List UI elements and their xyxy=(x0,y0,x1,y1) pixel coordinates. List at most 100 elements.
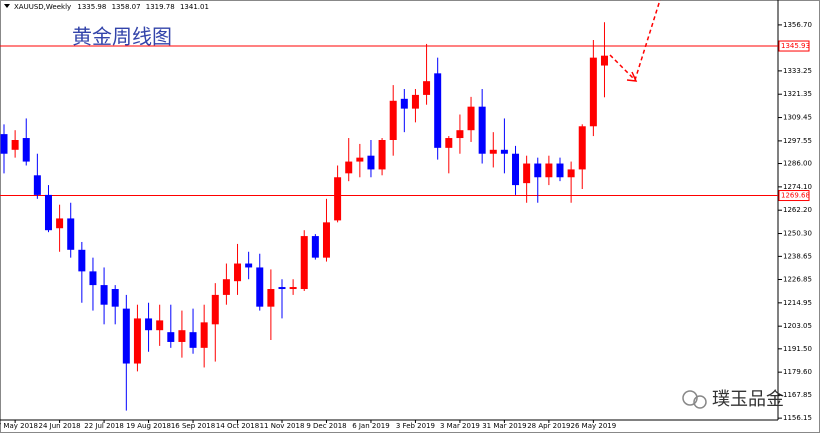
y-tick-label: 1250.30 xyxy=(783,230,812,238)
candle-body xyxy=(33,175,41,195)
candle-body xyxy=(489,149,497,154)
y-tick-label: 1167.85 xyxy=(783,391,812,399)
candle-body xyxy=(156,320,164,331)
candle-body xyxy=(111,289,119,307)
candle-body xyxy=(445,138,453,148)
level-label: 1345.93 xyxy=(781,42,810,50)
candle-body xyxy=(0,134,8,154)
x-tick-label: 31 Mar 2019 xyxy=(482,422,526,430)
candle-body xyxy=(589,57,597,127)
x-tick-label: 26 May 2019 xyxy=(571,422,617,430)
x-tick-label: 9 Dec 2018 xyxy=(306,422,346,430)
y-tick-label: 1179.60 xyxy=(783,368,812,376)
candle-body xyxy=(389,100,397,140)
candle-body xyxy=(100,285,108,305)
ohlc-close: 1341.01 xyxy=(180,3,209,11)
candle-body xyxy=(467,106,475,131)
y-tick-label: 1238.65 xyxy=(783,252,812,260)
candle-body xyxy=(267,289,275,307)
x-tick-label: 14 Oct 2018 xyxy=(216,422,259,430)
x-tick-label: 19 Aug 2018 xyxy=(126,422,171,430)
candle-body xyxy=(423,81,431,95)
candle-body xyxy=(556,163,564,178)
y-tick-label: 1191.50 xyxy=(783,345,812,353)
candle-body xyxy=(500,149,508,154)
y-tick-label: 1203.05 xyxy=(783,322,812,330)
candle-body xyxy=(245,263,253,268)
candle-body xyxy=(545,163,553,178)
x-tick-label: 6 Jan 2019 xyxy=(352,422,390,430)
x-tick-label: 3 Feb 2019 xyxy=(396,422,435,430)
candle-body xyxy=(289,287,297,290)
candle-body xyxy=(167,332,175,342)
candle-body xyxy=(478,106,486,154)
candle-body xyxy=(67,218,75,250)
ohlc-high: 1358.07 xyxy=(112,3,141,11)
candle-body xyxy=(367,155,375,170)
x-tick-label: 28 Apr 2019 xyxy=(527,422,570,430)
candle-body xyxy=(200,322,208,348)
y-tick-label: 1333.25 xyxy=(783,67,812,75)
level-label-box xyxy=(778,190,810,202)
candle-body xyxy=(512,153,520,186)
candle-body xyxy=(400,98,408,109)
menu-triangle xyxy=(4,4,10,8)
symbol: XAUUSD,Weekly xyxy=(14,3,71,11)
level-label: 1269.68 xyxy=(781,192,810,200)
candle-body xyxy=(256,267,264,307)
candle-body xyxy=(322,222,330,258)
chart-title: XAUUSD,Weekly 1335.98 1358.07 1319.78 13… xyxy=(14,3,209,11)
candle-body xyxy=(567,169,575,178)
y-tick-label: 1262.20 xyxy=(783,206,812,214)
candle-body xyxy=(300,236,308,290)
candle-body xyxy=(22,138,30,162)
watermark-icon xyxy=(682,390,707,409)
candle-body xyxy=(122,308,130,364)
candle-body xyxy=(456,130,464,139)
candle-body xyxy=(411,94,419,109)
y-tick-label: 1321.35 xyxy=(783,90,812,98)
arrow-head xyxy=(626,71,638,82)
candle-body xyxy=(145,318,153,331)
candle-body xyxy=(278,287,286,290)
annotation: 黄金周线图 xyxy=(72,25,172,49)
candle-body xyxy=(211,294,219,325)
x-tick-label: 22 Jul 2018 xyxy=(84,422,124,430)
candle-body xyxy=(133,318,141,364)
y-tick-label: 1286.00 xyxy=(783,160,812,168)
y-tick-label: 1297.55 xyxy=(783,137,812,145)
candle-body xyxy=(378,140,386,170)
candle-body xyxy=(56,218,64,229)
level-label-box xyxy=(778,40,810,52)
y-tick-label: 1226.85 xyxy=(783,276,812,284)
candle-body xyxy=(311,236,319,258)
candle-body xyxy=(334,177,342,221)
candle-body xyxy=(234,263,242,282)
candle-body xyxy=(178,330,186,342)
candle-body xyxy=(78,249,86,272)
forecast-arrow xyxy=(609,0,661,82)
y-tick-label: 1274.10 xyxy=(783,183,812,191)
ohlc-low: 1319.78 xyxy=(146,3,175,11)
candle-body xyxy=(578,126,586,170)
candle-body xyxy=(89,271,97,286)
candle-body xyxy=(11,140,19,150)
ohlc-open: 1335.98 xyxy=(77,3,106,11)
x-tick-label: 24 Jun 2018 xyxy=(39,422,81,430)
candle-body xyxy=(434,73,442,148)
y-tick-label: 1156.15 xyxy=(783,414,812,422)
candle-body xyxy=(222,279,230,295)
y-tick-label: 1356.70 xyxy=(783,21,812,29)
watermark: 璞玉品金 xyxy=(712,389,784,410)
candle-body xyxy=(356,157,364,162)
x-tick-label: 27 May 2018 xyxy=(0,422,38,430)
y-tick-label: 1309.45 xyxy=(783,114,812,122)
candle-body xyxy=(534,163,542,178)
x-tick-label: 3 Mar 2019 xyxy=(440,422,480,430)
candle-body xyxy=(523,163,531,184)
x-tick-label: 16 Sep 2018 xyxy=(171,422,215,430)
candle-body xyxy=(600,55,608,66)
